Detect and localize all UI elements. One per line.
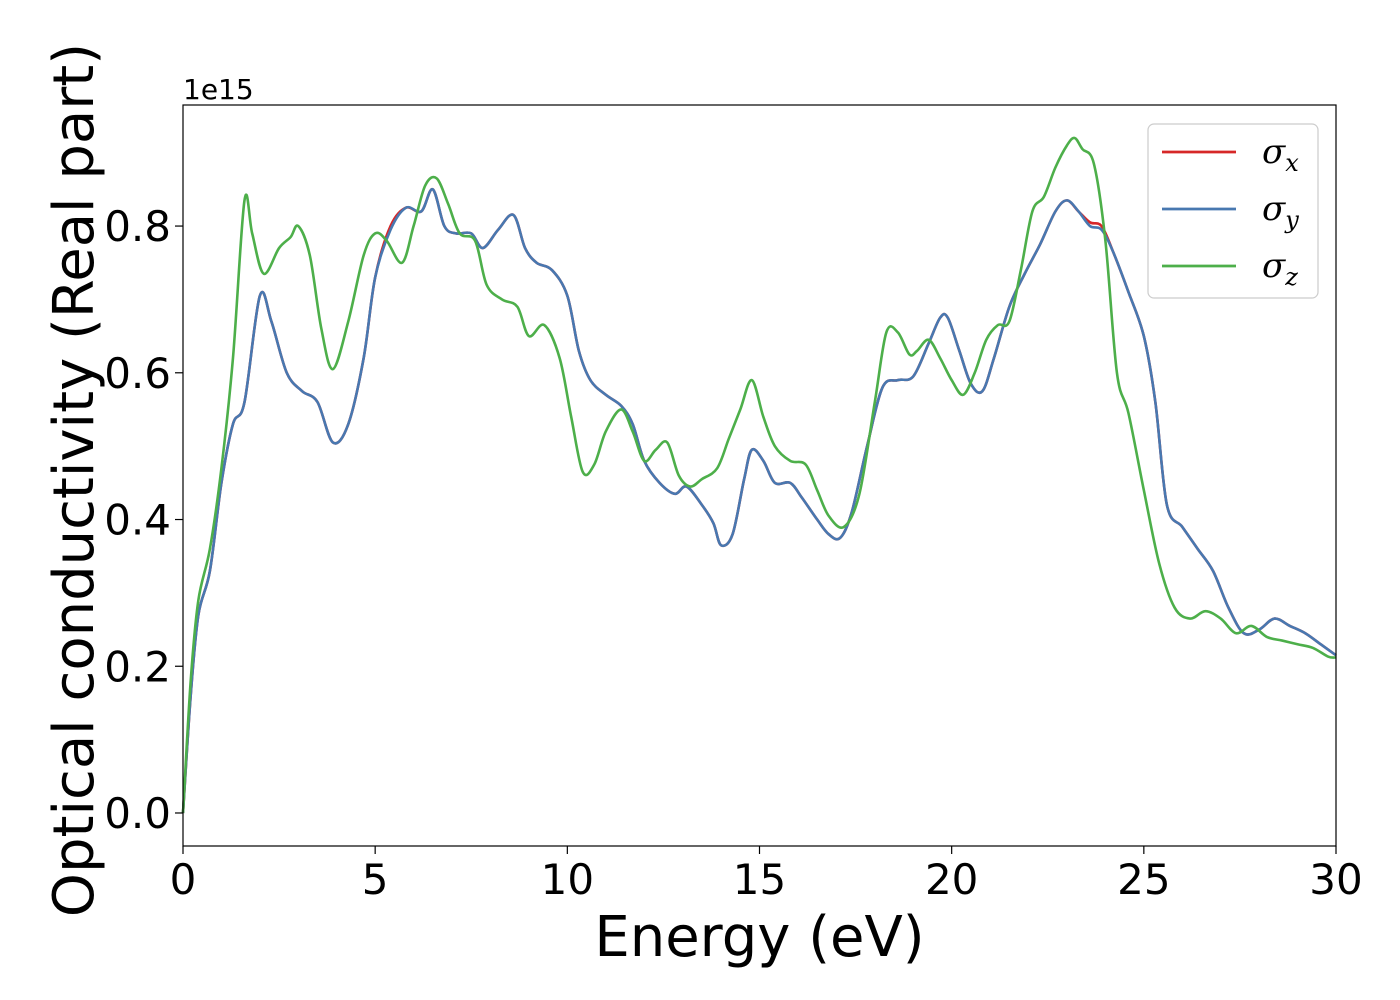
- y-tick-label: 0.4: [104, 496, 171, 545]
- legend-label-z: σz: [1262, 246, 1298, 291]
- x-tick-label: 15: [733, 855, 786, 904]
- x-tick-label: 30: [1309, 855, 1362, 904]
- series-line-z: [181, 136, 1337, 814]
- x-axis-label: Energy (eV): [594, 905, 924, 970]
- y-tick-label: 0.2: [104, 642, 171, 691]
- series-line-y: [181, 188, 1337, 814]
- legend: σx σy σz: [1147, 123, 1319, 299]
- y-axis-offset-text: 1e15: [183, 73, 254, 106]
- x-tick-label: 0: [170, 855, 197, 904]
- y-tick-label: 0.6: [104, 349, 171, 398]
- y-axis-ticks: 0.0 0.2 0.4 0.6 0.8: [104, 202, 183, 838]
- x-tick-label: 25: [1117, 855, 1170, 904]
- y-tick-label: 0.8: [104, 202, 171, 251]
- x-tick-label: 10: [541, 855, 594, 904]
- legend-label-y: σy: [1262, 189, 1299, 234]
- x-tick-label: 5: [362, 855, 389, 904]
- legend-label-x: σx: [1262, 132, 1299, 177]
- x-axis-ticks: 0 5 10 15 20 25 30: [170, 846, 1363, 904]
- y-axis-label: Optical conductivity (Real part): [42, 43, 107, 917]
- series-layer: [181, 136, 1337, 814]
- legend-frame: [1147, 123, 1319, 299]
- y-tick-label: 0.0: [104, 789, 171, 838]
- x-tick-label: 20: [925, 855, 978, 904]
